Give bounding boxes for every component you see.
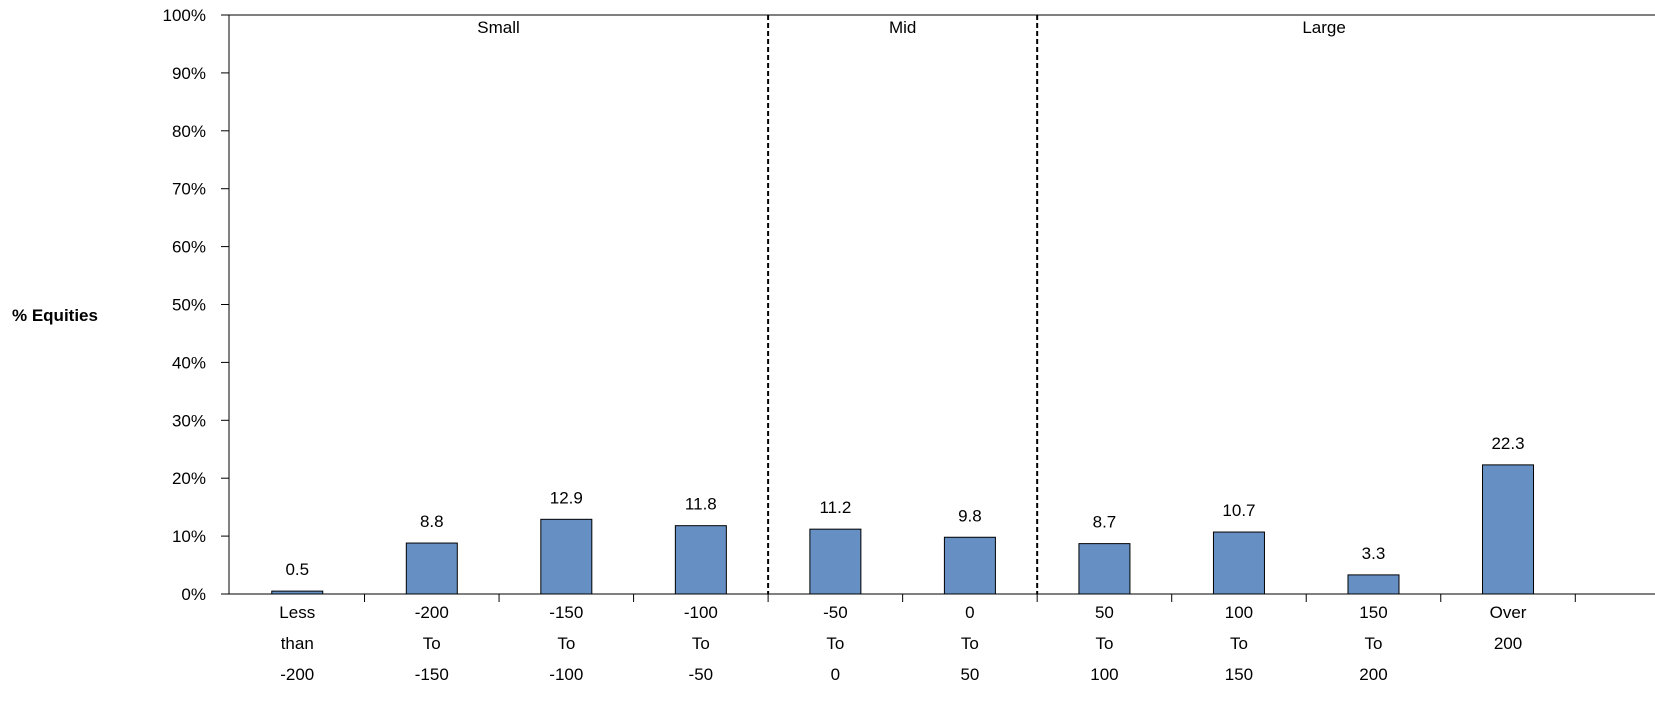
y-tick-label: 40% (172, 353, 206, 372)
bar (1212, 531, 1265, 595)
x-category-label: To (1365, 634, 1383, 653)
bar-value-label: 12.9 (550, 488, 583, 507)
x-category-label: 150 (1359, 603, 1387, 622)
bar (809, 528, 862, 595)
x-category-label: 0 (965, 603, 974, 622)
x-category-label: Less (279, 603, 315, 622)
bar-value-label: 11.2 (819, 498, 851, 517)
x-category-label: -100 (549, 665, 583, 684)
x-category-label: 100 (1225, 603, 1253, 622)
bar (1482, 464, 1535, 595)
y-tick-label: 20% (172, 469, 206, 488)
y-axis-label: % Equities (12, 306, 98, 325)
x-category-label: Over (1490, 603, 1527, 622)
y-tick-label: 80% (172, 122, 206, 141)
x-category-label: 0 (831, 665, 840, 684)
x-category-label: 100 (1090, 665, 1118, 684)
x-category-label: To (1230, 634, 1248, 653)
y-tick-label: 60% (172, 238, 206, 257)
x-category-label: than (281, 634, 314, 653)
bar (540, 518, 593, 595)
y-tick-label: 100% (163, 6, 206, 25)
bar (943, 536, 996, 595)
bar-value-label: 9.8 (958, 506, 982, 525)
group-label: Mid (889, 18, 916, 37)
x-category-label: To (557, 634, 575, 653)
bar-value-label: 11.8 (685, 495, 717, 514)
x-category-label: -150 (415, 665, 449, 684)
x-category-label: -50 (823, 603, 848, 622)
bar (405, 542, 458, 595)
bar-value-label: 10.7 (1222, 501, 1255, 520)
group-label: Large (1302, 18, 1345, 37)
bar-value-label: 3.3 (1362, 544, 1386, 563)
y-tick-label: 70% (172, 180, 206, 199)
x-category-label: -50 (689, 665, 714, 684)
y-tick-label: 30% (172, 411, 206, 430)
x-category-label: To (423, 634, 441, 653)
y-tick-label: 0% (181, 585, 206, 604)
x-category-label: To (961, 634, 979, 653)
x-category-label: -200 (280, 665, 314, 684)
bar-value-label: 8.8 (420, 512, 444, 531)
x-category-label: 200 (1494, 634, 1522, 653)
y-tick-label: 50% (172, 296, 206, 315)
x-category-label: To (826, 634, 844, 653)
bar (271, 590, 324, 595)
x-category-label: -100 (684, 603, 718, 622)
x-category-label: To (692, 634, 710, 653)
bar (1347, 574, 1400, 595)
bar-value-label: 0.5 (285, 560, 309, 579)
bar (1078, 543, 1131, 595)
x-category-label: -200 (415, 603, 449, 622)
x-category-label: -150 (549, 603, 583, 622)
x-category-label: 150 (1225, 665, 1253, 684)
y-tick-label: 10% (172, 527, 206, 546)
bar-value-label: 8.7 (1093, 513, 1117, 532)
x-category-label: 200 (1359, 665, 1387, 684)
x-category-label: To (1095, 634, 1113, 653)
bar-value-label: 22.3 (1491, 434, 1524, 453)
x-category-label: 50 (960, 665, 979, 684)
group-label: Small (477, 18, 520, 37)
bar (674, 525, 727, 595)
y-tick-label: 90% (172, 64, 206, 83)
x-category-label: 50 (1095, 603, 1114, 622)
